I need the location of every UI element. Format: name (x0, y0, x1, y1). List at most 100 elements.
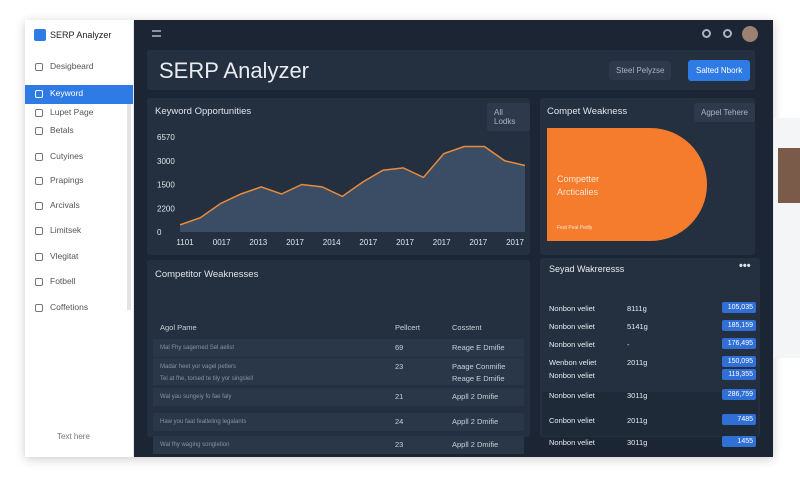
x-tick-label: 2017 (359, 238, 377, 247)
list-badge: 176,495 (722, 338, 756, 349)
chart: 6570 3000 1500 2200 0 1101 0017 2013 2017 2014 201… (157, 133, 526, 247)
nav-icon (35, 227, 43, 235)
secondary-button[interactable]: Steel Pelyzse (609, 61, 672, 80)
card-headline: Competter Arcticalies (557, 174, 600, 197)
nav-icon (35, 90, 43, 98)
list-name: Nonbon veliet (549, 391, 595, 400)
x-tick-label: 2014 (323, 238, 341, 247)
column-header: Pellcert (395, 323, 421, 332)
nav-item[interactable]: Fotbell (50, 276, 76, 286)
notice-icon[interactable] (723, 29, 732, 38)
list-badge: 1455 (722, 436, 756, 447)
list-badge: 105,035 (722, 302, 756, 313)
table-title: Competitor Weaknesses (155, 269, 259, 280)
nav-icon (35, 278, 43, 286)
side-photo (778, 148, 800, 203)
more-icon[interactable]: ••• (739, 260, 751, 272)
list-panel: Seyad Wakreresss ••• Nonbon veliet 8111g 1… (540, 258, 760, 447)
app-window: SERP Analyzer Desigbeard Keyword Lupet Pag… (25, 20, 773, 457)
x-tick-label: 2013 (249, 238, 267, 247)
nav-icon (35, 253, 43, 261)
nav-item[interactable]: Betals (50, 125, 74, 135)
page-title: SERP Analyzer (159, 58, 310, 83)
logo-text: SERP Analyzer (50, 30, 112, 40)
card-button[interactable]: Agpel Tehere (694, 103, 755, 122)
nav-icon (35, 202, 43, 210)
column-header: Cosstent (452, 323, 482, 332)
header: SERP Analyzer Steel Pelyzse Salted Nbork (147, 50, 755, 90)
y-tick-label: 0 (157, 228, 162, 237)
x-tick-label: 2017 (396, 238, 414, 247)
list-name: Nonbon veliet (549, 371, 595, 380)
chart-title: Keyword Opportunities (155, 106, 252, 117)
active-highlight (25, 85, 133, 104)
search-icon[interactable] (702, 29, 711, 38)
list-badge: 286,759 (722, 389, 756, 400)
row-bg (153, 413, 524, 431)
list-name: Nonbon veliet (549, 304, 595, 313)
chart-panel: Keyword Opportunities All Lodks 6570 3000… (147, 98, 530, 255)
list-value: 2011g (627, 416, 648, 425)
nav-item[interactable]: Keyword (50, 88, 84, 98)
x-tick-label: 2017 (286, 238, 304, 247)
row-bg (153, 388, 524, 406)
cell: Haw you faat featleling legalants (160, 419, 247, 425)
row-bg (153, 358, 524, 385)
cell: Reage E Dmifie (452, 343, 505, 352)
nav-icon (35, 109, 43, 117)
column-header: Agol Pame (160, 323, 197, 332)
list-name: Wenbon veliet (549, 358, 597, 367)
cell: Wal fhy waging songletion (160, 442, 230, 448)
nav-item[interactable]: Limitsek (50, 225, 82, 235)
list-value: 2011g (627, 358, 648, 367)
x-tick-label: 1101 (176, 238, 194, 247)
cell: Mal Fhy sagerned Sel aelist (160, 345, 235, 351)
sidebar-scrollbar (127, 100, 131, 310)
nav-item[interactable]: Vlegitat (50, 251, 79, 261)
logo-icon (34, 29, 46, 41)
nav-item[interactable]: Arcivals (50, 200, 80, 210)
nav-item[interactable]: Cutyines (50, 151, 84, 161)
card-title: Compet Weakness (547, 106, 628, 117)
sidebar-footer: Text here (57, 432, 90, 441)
nav-item[interactable]: Lupet Page (50, 107, 94, 117)
list-value: - (627, 340, 630, 349)
cell: 24 (395, 417, 404, 426)
list-badge: 150,095 (722, 356, 756, 367)
nav-icon (35, 304, 43, 312)
cell: Paage Conmifie Reage E Dmifie (452, 362, 506, 383)
chart-button[interactable]: All Lodks (487, 103, 530, 131)
card-note: Feat Peal Pedly (557, 225, 593, 231)
y-tick-label: 1500 (157, 181, 175, 190)
cell: 69 (395, 343, 404, 352)
side-card (774, 118, 800, 358)
list-badge: 7485 (722, 414, 756, 425)
orange-shape: Competter Arcticalies Feat Peal Pedly (547, 128, 707, 241)
y-tick-label: 3000 (157, 157, 175, 166)
nav-icon (35, 177, 43, 185)
y-tick-label: 2200 (157, 204, 175, 213)
x-tick-label: 0017 (213, 238, 231, 247)
list-value: 8111g (627, 304, 647, 313)
sidebar: SERP Analyzer Desigbeard Keyword Lupet Pag… (25, 20, 134, 457)
row-bg (153, 436, 524, 454)
avatar[interactable] (742, 26, 758, 42)
x-tick-label: 2017 (506, 238, 524, 247)
nav-item[interactable]: Prapings (50, 175, 84, 185)
primary-button[interactable]: Salted Nbork (688, 60, 751, 81)
competitor-card: Compet Weakness Agpel Tehere Competter A… (540, 98, 755, 255)
cell: Appll 2 Dmifie (452, 392, 499, 401)
list-badge: 119,355 (722, 369, 756, 380)
table-panel: Competitor Weaknesses Agol Pame Pellcert C… (147, 260, 530, 454)
cell: 23 (395, 362, 404, 371)
cell: Wal yau sungeiy fo fae faly (160, 394, 232, 400)
line (179, 145, 526, 226)
nav-item[interactable]: Coffetions (50, 302, 89, 312)
nav-item[interactable]: Desigbeard (50, 61, 94, 71)
list-name: Nonbon veliet (549, 438, 595, 447)
list-value: 3011g (627, 391, 648, 400)
list-name: Nonbon veliet (549, 322, 595, 331)
y-tick-label: 6570 (157, 133, 175, 142)
nav-icon (35, 127, 43, 135)
